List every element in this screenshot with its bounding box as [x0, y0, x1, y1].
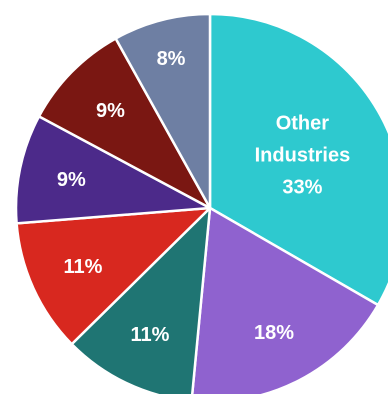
- slice-label-line-2-0: 11%: [130, 324, 169, 346]
- pie-slice-1: [190, 206, 380, 394]
- pie-slice-5: [37, 37, 212, 210]
- slice-label-line-1-0: 18%: [254, 322, 294, 344]
- slice-label-1: 18%: [254, 322, 294, 344]
- slice-label-line-0-2: 33%: [282, 177, 322, 199]
- slice-label-0: Other Industries 33%: [255, 113, 351, 199]
- pie-slice-6: [114, 12, 212, 210]
- slice-label-5: 9%: [96, 100, 125, 122]
- slices-layer: [14, 12, 388, 394]
- slice-label-line-4-0: 9%: [57, 169, 86, 191]
- slice-label-line-5-0: 9%: [96, 100, 125, 122]
- labels-layer: Other Industries 33% 18% 11% 11% 9% 9% 8%: [57, 48, 350, 346]
- slice-label-3: 11%: [63, 256, 102, 278]
- pie-slice-3: [15, 206, 212, 346]
- slice-label-4: 9%: [57, 169, 86, 191]
- slice-label-6: 8%: [157, 48, 186, 70]
- slice-label-line-3-0: 11%: [63, 256, 102, 278]
- slice-label-line-0-0: Other: [276, 113, 330, 135]
- slice-label-line-0-1: Industries: [255, 145, 351, 167]
- pie-slice-4: [14, 115, 212, 225]
- pie-slice-2: [70, 206, 212, 394]
- slice-label-2: 11%: [130, 324, 169, 346]
- slice-label-line-6-0: 8%: [157, 48, 186, 70]
